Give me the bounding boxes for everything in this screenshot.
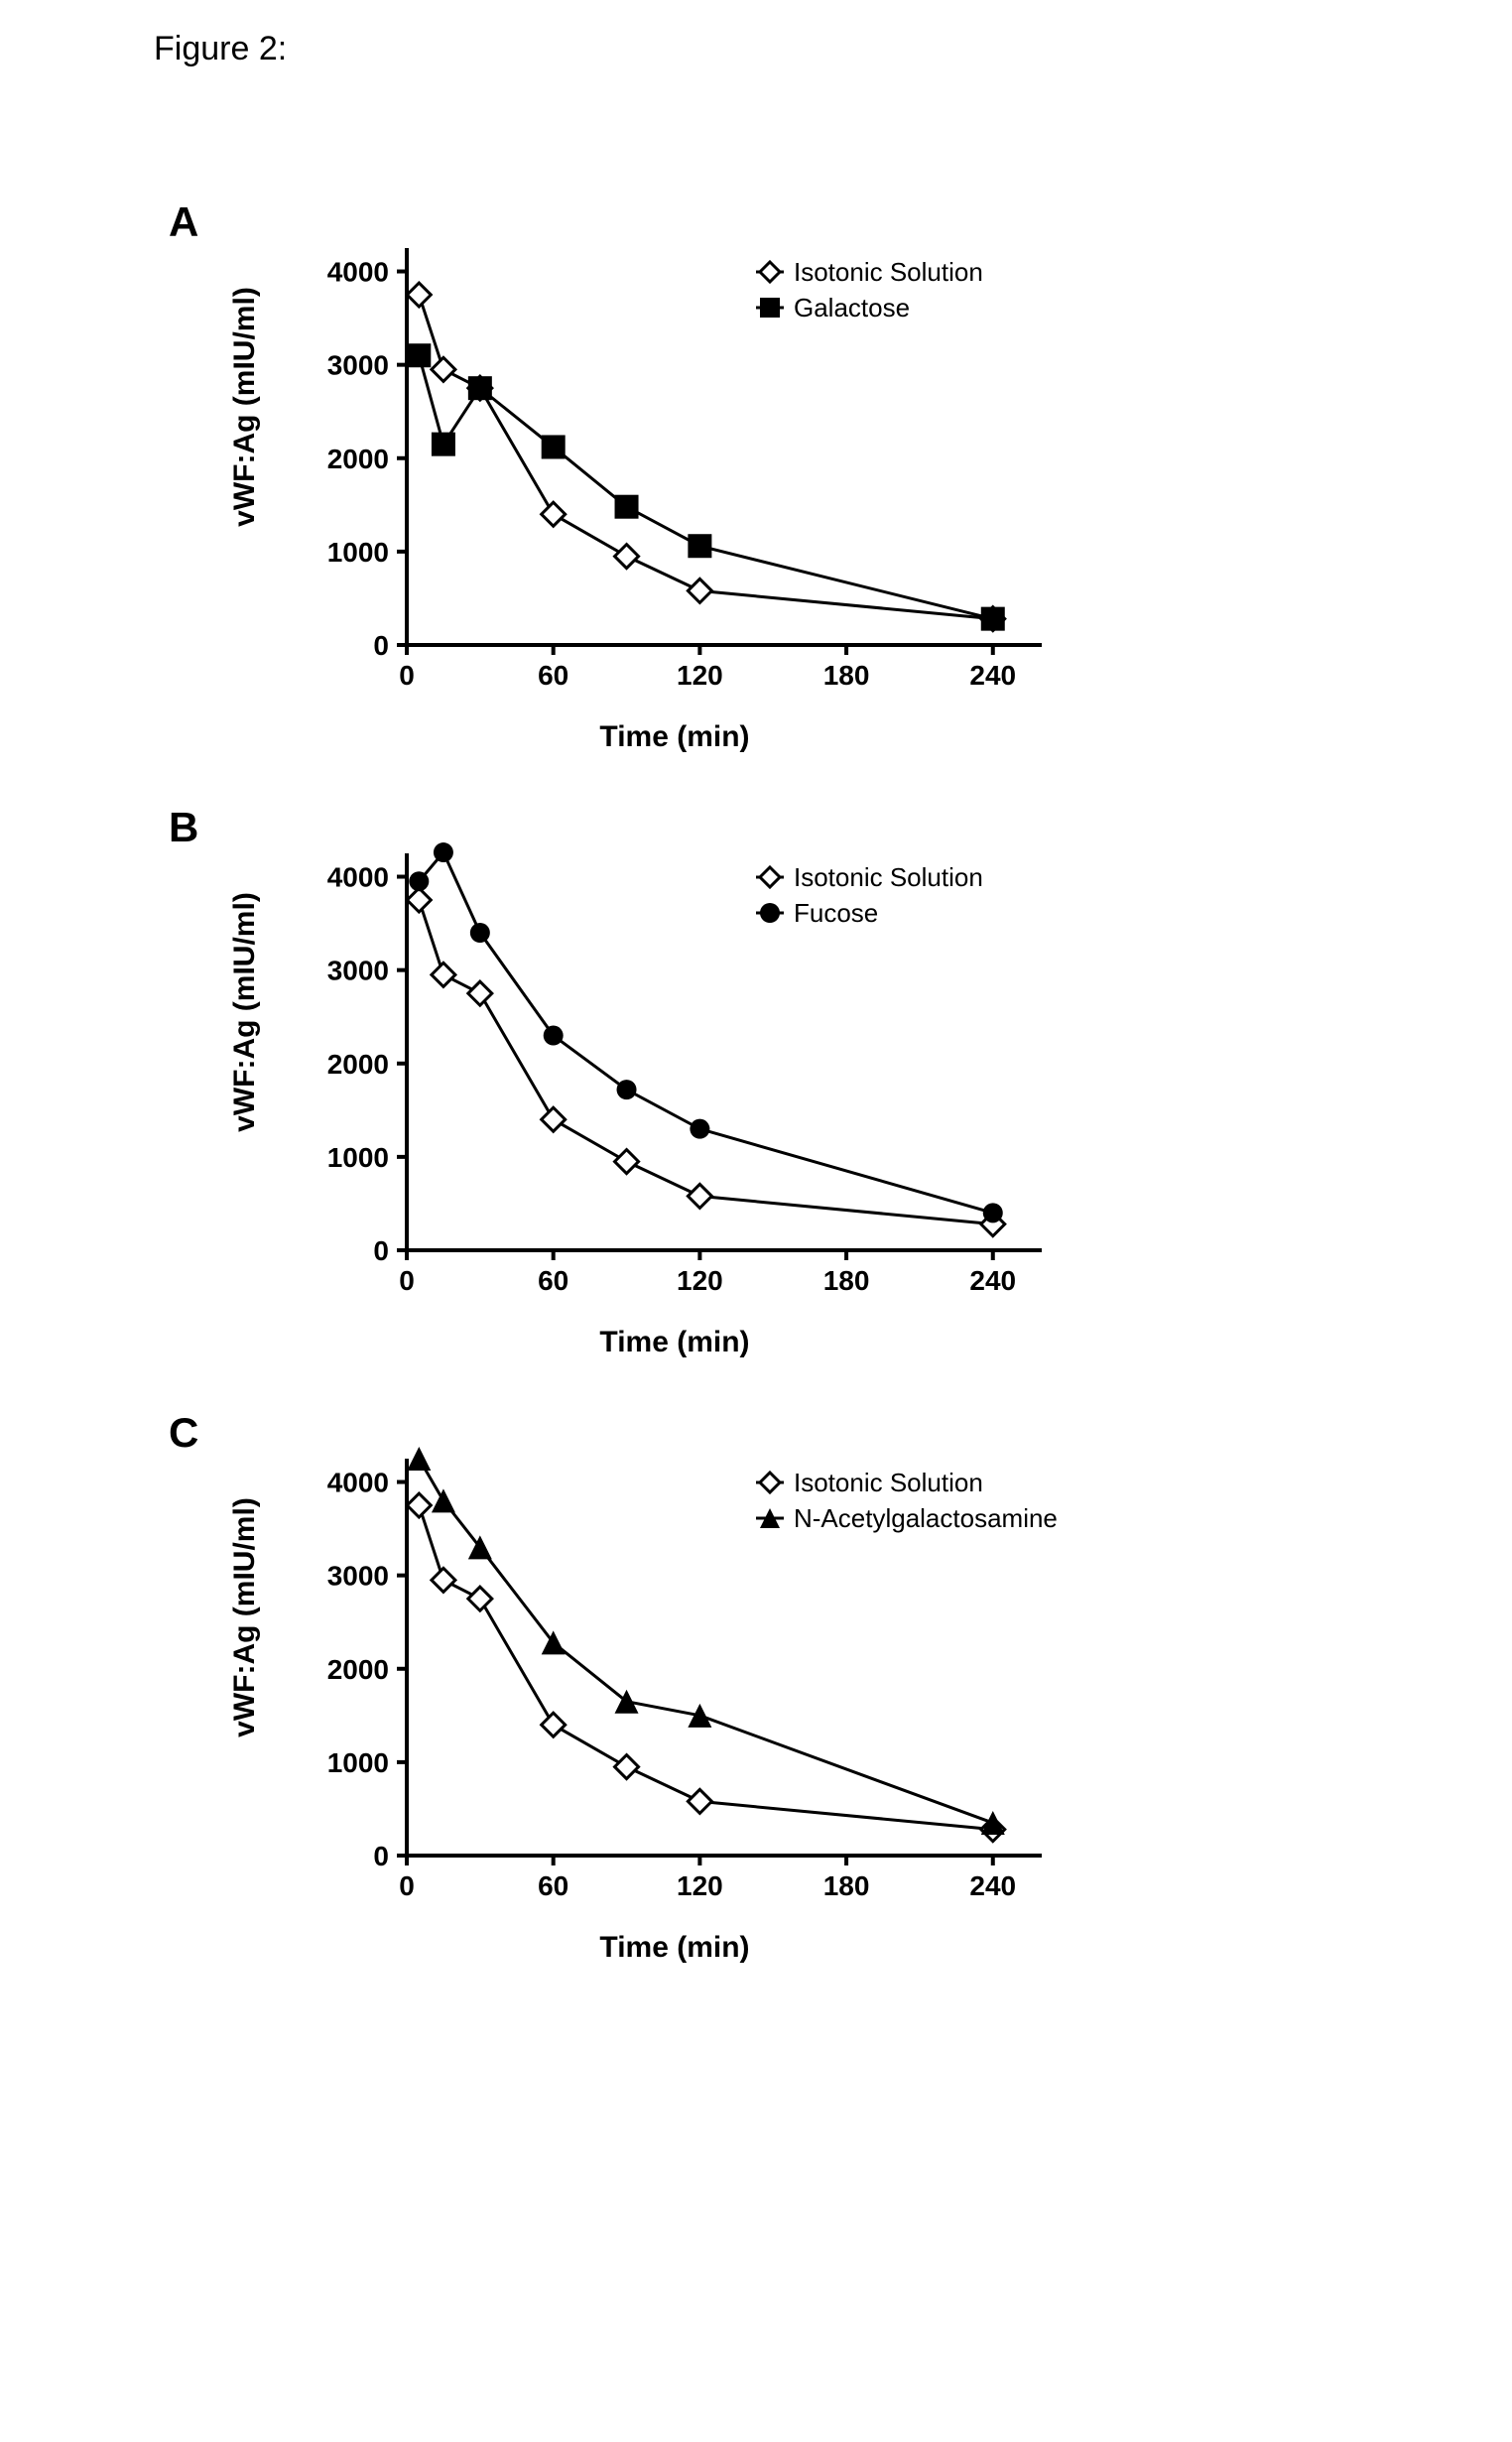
svg-text:0: 0: [399, 1265, 415, 1296]
svg-text:Isotonic Solution: Isotonic Solution: [794, 862, 983, 892]
svg-text:Fucose: Fucose: [794, 898, 878, 928]
chart-a-xlabel: Time (min): [288, 720, 1062, 754]
svg-text:0: 0: [373, 630, 389, 661]
panel-b: B 0 1000 2000 3000 4000 0 60 120 180 240 Isotonic …: [169, 804, 1062, 1350]
svg-text:60: 60: [538, 1870, 568, 1901]
svg-text:N-Acetylgalactosamine: N-Acetylgalactosamine: [794, 1503, 1058, 1533]
svg-text:240: 240: [969, 1870, 1016, 1901]
svg-text:0: 0: [373, 1235, 389, 1266]
svg-text:2000: 2000: [327, 444, 389, 474]
svg-text:240: 240: [969, 660, 1016, 691]
svg-text:120: 120: [677, 660, 723, 691]
svg-text:0: 0: [399, 660, 415, 691]
svg-text:4000: 4000: [327, 257, 389, 288]
chart-c-svg: 0 1000 2000 3000 4000 0 60 120 180 240 Isotonic So…: [288, 1429, 1062, 1955]
chart-b-svg: 0 1000 2000 3000 4000 0 60 120 180 240 Isotonic So…: [288, 824, 1062, 1350]
svg-text:4000: 4000: [327, 1468, 389, 1498]
chart-c-xlabel: Time (min): [288, 1931, 1062, 1965]
chart-b-xlabel: Time (min): [288, 1326, 1062, 1359]
svg-text:Galactose: Galactose: [794, 293, 910, 322]
chart-b-ylabel: vWF:Ag (mIU/ml): [228, 824, 268, 1201]
svg-text:0: 0: [399, 1870, 415, 1901]
chart-c-ylabel: vWF:Ag (mIU/ml): [228, 1429, 268, 1806]
svg-text:3000: 3000: [327, 1561, 389, 1592]
svg-text:180: 180: [823, 660, 870, 691]
svg-text:120: 120: [677, 1870, 723, 1901]
svg-text:4000: 4000: [327, 862, 389, 893]
panel-c-label: C: [169, 1409, 198, 1457]
svg-text:Isotonic Solution: Isotonic Solution: [794, 257, 983, 287]
panel-a: A 0 1000 2000 3000 4000 0 60 120 180 240 Isotonic …: [169, 198, 1062, 744]
svg-text:2000: 2000: [327, 1654, 389, 1685]
svg-text:0: 0: [373, 1841, 389, 1871]
chart-c: 0 1000 2000 3000 4000 0 60 120 180 240 Isotonic So…: [288, 1429, 1062, 1955]
svg-text:3000: 3000: [327, 956, 389, 986]
svg-text:180: 180: [823, 1265, 870, 1296]
svg-text:1000: 1000: [327, 1142, 389, 1173]
svg-text:120: 120: [677, 1265, 723, 1296]
svg-text:180: 180: [823, 1870, 870, 1901]
panel-b-label: B: [169, 804, 198, 851]
chart-a: 0 1000 2000 3000 4000 0 60 120 180 240 Isotonic So…: [288, 218, 1062, 744]
svg-text:60: 60: [538, 1265, 568, 1296]
svg-text:Isotonic Solution: Isotonic Solution: [794, 1468, 983, 1497]
chart-b: 0 1000 2000 3000 4000 0 60 120 180 240 Isotonic So…: [288, 824, 1062, 1350]
svg-text:240: 240: [969, 1265, 1016, 1296]
chart-a-ylabel: vWF:Ag (mIU/ml): [228, 218, 268, 595]
panel-a-label: A: [169, 198, 198, 246]
chart-a-svg: 0 1000 2000 3000 4000 0 60 120 180 240 Isotonic So…: [288, 218, 1062, 744]
figure-title: Figure 2:: [154, 30, 287, 68]
svg-text:1000: 1000: [327, 537, 389, 568]
svg-text:2000: 2000: [327, 1049, 389, 1080]
svg-text:1000: 1000: [327, 1747, 389, 1778]
page: Figure 2: A 0 1000 2000 3000 4000 0 60 120 180 24…: [0, 0, 1512, 2442]
panel-c: C 0 1000 2000 3000 4000 0 60 120 180 240 Isotonic …: [169, 1409, 1062, 1955]
svg-text:3000: 3000: [327, 350, 389, 381]
svg-text:60: 60: [538, 660, 568, 691]
